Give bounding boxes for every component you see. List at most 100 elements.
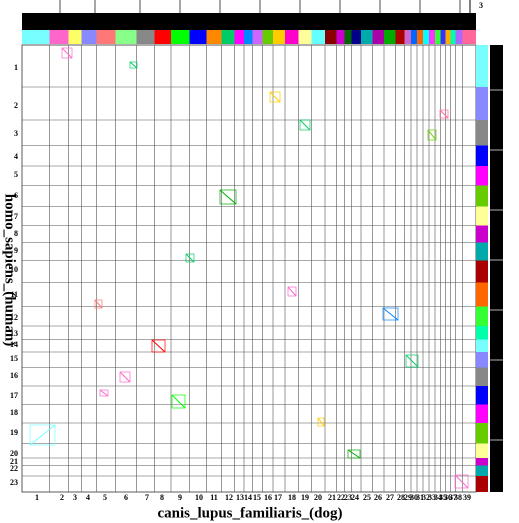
dog-chromosome-block <box>244 30 253 44</box>
x-tick-label: 27 <box>386 493 394 502</box>
synteny-box <box>299 119 311 131</box>
human-chromosome-block <box>476 367 488 386</box>
dog-chromosome-block <box>440 30 446 44</box>
x-tick-label: 30 <box>410 493 418 502</box>
dog-chromosome-block <box>429 30 435 44</box>
dog-chromosome-block <box>361 30 373 44</box>
synteny-segment <box>185 253 195 263</box>
corner-label: 3 <box>479 1 483 10</box>
human-chromosome-block <box>476 306 488 326</box>
y-tick-label: 1 <box>14 63 18 72</box>
synteny-box <box>405 354 419 368</box>
y-tick-label: 5 <box>14 170 18 179</box>
x-tick-label: 7 <box>145 493 149 502</box>
y-tick-label: 4 <box>14 152 18 161</box>
human-chromosome-block <box>476 166 488 186</box>
x-tick-label: 18 <box>288 493 296 502</box>
x-tick-label: 32 <box>422 493 430 502</box>
y-tick-label: 12 <box>10 313 18 322</box>
synteny-box <box>347 449 361 459</box>
x-tick-label: 21 <box>328 493 336 502</box>
synteny-segment <box>347 449 361 459</box>
x-tick-label: 25 <box>363 493 371 502</box>
x-tick-label: 28 <box>397 493 405 502</box>
dog-chromosome-block <box>115 30 137 44</box>
synteny-box <box>151 339 166 353</box>
dog-chromosome-block <box>372 30 384 44</box>
x-tick-label: 6 <box>124 493 128 502</box>
dog-chromosome-block <box>262 30 273 44</box>
x-tick-label: 5 <box>103 493 107 502</box>
x-tick-label: 23 <box>344 493 352 502</box>
dog-chromosome-block <box>455 30 463 44</box>
dog-chromosome-block <box>417 30 423 44</box>
y-tick-label: 14 <box>10 340 18 349</box>
dog-chromosome-block <box>189 30 207 44</box>
x-tick-label: 31 <box>416 493 424 502</box>
human-chromosome-block <box>476 206 488 226</box>
human-chromosome-block <box>476 443 488 458</box>
top-density-bar <box>22 13 476 30</box>
human-chromosome-block <box>476 225 488 243</box>
y-tick-label: 10 <box>10 265 18 274</box>
synteny-segment <box>171 394 186 409</box>
human-chromosome-block <box>476 145 488 166</box>
dog-chromosome-block <box>336 30 345 44</box>
dog-chromosome-block <box>221 30 235 44</box>
synteny-segment <box>439 109 449 119</box>
dog-chromosome-block <box>81 30 97 44</box>
human-chromosome-block <box>476 386 488 405</box>
synteny-segment <box>287 286 297 297</box>
y-tick-label: 18 <box>10 408 18 417</box>
synteny-segment <box>405 354 419 368</box>
y-tick-label: 17 <box>10 391 18 400</box>
dog-chromosome-block <box>384 30 396 44</box>
human-chromosome-block <box>476 465 488 476</box>
plot-area <box>21 44 477 493</box>
right-density-bar <box>490 45 503 492</box>
dog-chromosome-block <box>344 30 352 44</box>
dog-chromosome-block <box>171 30 190 44</box>
human-chromosome-block <box>476 45 488 87</box>
synteny-box <box>427 129 437 141</box>
dog-chromosome-block <box>252 30 263 44</box>
synteny-box <box>171 394 186 409</box>
synteny-segment <box>317 417 325 427</box>
y-tick-label: 16 <box>10 371 18 380</box>
x-tick-label: 9 <box>178 493 182 502</box>
x-tick-label: 36 <box>444 493 452 502</box>
human-chromosome-block <box>476 423 488 444</box>
x-tick-label: 20 <box>314 493 322 502</box>
x-tick-label: 2 <box>60 493 64 502</box>
human-chromosome-block <box>476 352 488 368</box>
human-chromosome-block <box>476 326 488 340</box>
synteny-box <box>129 61 138 69</box>
dog-chromosome-block <box>206 30 222 44</box>
y-tick-label: 6 <box>14 191 18 200</box>
x-tick-label: 24 <box>351 493 359 502</box>
y-axis-title: homo_sapiens_(human) <box>2 194 18 347</box>
human-chromosome-block <box>476 260 488 283</box>
synteny-segment <box>382 307 399 321</box>
dog-chromosome-block <box>450 30 456 44</box>
synteny-segment <box>99 389 109 397</box>
y-tick-label: 19 <box>10 428 18 437</box>
x-tick-label: 14 <box>244 493 252 502</box>
human-chromosome-block <box>476 476 488 492</box>
x-tick-label: 16 <box>264 493 272 502</box>
synteny-box <box>185 253 195 263</box>
x-axis-title: canis_lupus_familiaris_(dog) <box>157 505 342 521</box>
synteny-box <box>119 371 131 383</box>
synteny-box <box>317 417 325 427</box>
y-tick-label: 23 <box>10 478 18 487</box>
dog-chromosome-block <box>136 30 155 44</box>
x-tick-label: 1 <box>35 493 39 502</box>
synteny-box <box>219 189 237 205</box>
x-tick-label: 3 <box>73 493 77 502</box>
synteny-segment <box>269 91 281 103</box>
x-tick-label: 17 <box>274 493 282 502</box>
dog-chromosome-block <box>273 30 285 44</box>
y-tick-label: 20 <box>10 449 18 458</box>
synteny-segment <box>94 299 103 309</box>
x-tick-label: 4 <box>86 493 90 502</box>
